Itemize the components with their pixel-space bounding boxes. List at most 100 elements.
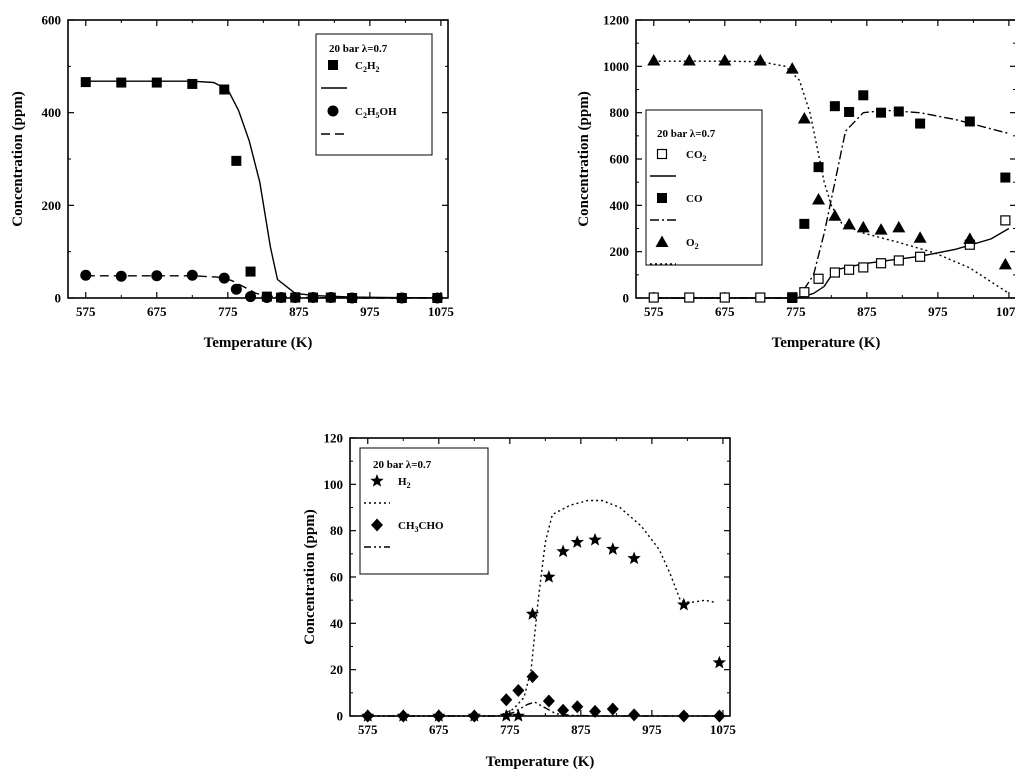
data-point-o2 <box>842 217 856 230</box>
x-tick-label: 875 <box>289 304 309 319</box>
x-tick-label: 775 <box>218 304 238 319</box>
data-point-c2h5oh <box>230 283 242 295</box>
data-point-o2 <box>812 193 826 205</box>
data-point-c2h5oh <box>289 292 301 304</box>
data-point-c2h5oh <box>245 291 257 303</box>
model-line-dashed <box>85 275 441 299</box>
data-point-co <box>915 118 926 129</box>
data-point-c2h2 <box>151 77 162 88</box>
data-point-c2h5oh <box>431 292 443 304</box>
legend-marker <box>328 60 338 70</box>
data-point-c2h2 <box>245 266 256 277</box>
legend-label: CO <box>686 193 703 205</box>
x-tick-label: 575 <box>76 304 96 319</box>
y-tick-label: 1000 <box>603 59 629 74</box>
legend-box <box>645 109 763 266</box>
data-point-co2 <box>648 292 659 303</box>
x-tick-label: 575 <box>358 722 378 737</box>
y-tick-label: 600 <box>610 152 630 167</box>
data-point-ch3cho <box>468 709 481 723</box>
data-point-co2 <box>684 292 695 303</box>
data-point-h2 <box>556 544 570 558</box>
axis-ticks: 575 675 775 875 975 1075 0 20 40 60 80 100 120 <box>324 431 737 738</box>
model-line-dotted <box>367 499 716 717</box>
data-point-ch3cho <box>628 708 641 722</box>
y-axis-title: Concentration (ppm) <box>302 509 318 644</box>
x-tick-label: 975 <box>642 722 662 737</box>
data-point-co2 <box>893 255 904 266</box>
legend-marker <box>327 105 339 117</box>
data-point-co2 <box>755 292 766 303</box>
legend-marker <box>371 518 383 532</box>
legend-label: C2H2 <box>355 60 380 74</box>
y-axis-title: Concentration (ppm) <box>10 91 26 226</box>
data-point-co2 <box>858 262 869 273</box>
y-tick-label: 20 <box>330 662 343 677</box>
data-point-o2 <box>913 231 927 243</box>
x-tick-label: 875 <box>857 304 877 319</box>
y-tick-label: 80 <box>330 523 343 538</box>
x-tick-label: 975 <box>360 304 380 319</box>
data-point-o2 <box>892 220 906 233</box>
x-tick-label: 675 <box>715 304 735 319</box>
data-point-o2 <box>718 54 732 66</box>
data-point-co2 <box>875 258 887 269</box>
legend-title: 20 bar λ=0.7 <box>373 459 432 471</box>
data-point-ch3cho <box>432 709 445 723</box>
data-point-h2 <box>499 709 513 722</box>
data-point-ch3cho <box>589 704 602 718</box>
model-line-dashdotdot <box>367 701 723 717</box>
data-point-c2h5oh <box>261 292 273 304</box>
x-tick-label: 1075 <box>428 304 455 319</box>
x-tick-label: 775 <box>786 304 806 319</box>
data-point-c2h5oh <box>307 292 319 304</box>
data-point-co <box>1000 172 1011 183</box>
data-point-o2 <box>647 54 661 66</box>
legend-label: CO2 <box>686 149 707 163</box>
data-point-co <box>829 101 840 112</box>
y-axis-title: Concentration (ppm) <box>576 91 592 226</box>
data-point-h2 <box>712 655 726 669</box>
data-point-c2h2 <box>80 77 91 88</box>
data-point-ch3cho <box>512 684 525 698</box>
x-axis-title: Temperature (K) <box>486 754 595 770</box>
y-tick-label: 400 <box>42 105 62 120</box>
x-tick-label: 1075 <box>996 304 1015 319</box>
data-point-co <box>964 116 975 127</box>
data-point-h2 <box>525 607 540 620</box>
data-point-o2 <box>828 209 842 221</box>
data-point-h2 <box>677 597 691 611</box>
data-point-co <box>893 106 904 117</box>
legend: 20 bar λ=0.7 CO2 CO O2 <box>645 109 763 266</box>
data-point-co <box>876 107 887 118</box>
data-point-ch3cho <box>713 709 726 723</box>
data-point-o2 <box>785 62 799 74</box>
x-tick-label: 675 <box>147 304 167 319</box>
x-tick-label: 575 <box>644 304 664 319</box>
legend: 20 bar λ=0.7 H2 CH3CHO <box>359 447 489 575</box>
y-tick-label: 120 <box>324 431 344 446</box>
data-point-c2h2 <box>219 84 230 95</box>
data-point-o2 <box>998 257 1012 270</box>
data-point-h2 <box>511 709 525 722</box>
data-point-h2 <box>542 570 556 583</box>
x-tick-label: 975 <box>928 304 948 319</box>
data-point-c2h2 <box>187 78 198 89</box>
y-tick-label: 60 <box>330 570 343 585</box>
chart-c2h2-c2h5oh: 575 675 775 875 975 1075 0 200 400 600 Temperatur… <box>10 13 454 352</box>
data-point-h2 <box>627 551 641 565</box>
data-markers <box>647 54 1012 303</box>
legend-label: CH3CHO <box>398 520 444 534</box>
data-point-o2 <box>874 223 888 235</box>
legend-label: O2 <box>686 237 699 251</box>
data-point-c2h5oh <box>151 270 163 282</box>
data-point-o2 <box>753 54 767 66</box>
data-point-co <box>813 162 824 173</box>
data-point-o2 <box>856 220 870 233</box>
y-tick-label: 40 <box>330 616 343 631</box>
data-markers <box>80 77 443 304</box>
chart-co2-co-o2: 575 675 775 875 975 1075 0 200 400 600 800 1000 1200… <box>576 13 1015 351</box>
legend-marker <box>657 193 667 203</box>
x-axis-title: Temperature (K) <box>204 335 313 351</box>
